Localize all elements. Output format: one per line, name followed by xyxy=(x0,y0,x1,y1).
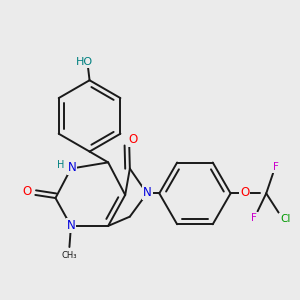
Text: O: O xyxy=(22,185,31,198)
Text: N: N xyxy=(143,186,152,199)
Text: CH₃: CH₃ xyxy=(62,251,77,260)
Text: O: O xyxy=(128,133,138,146)
Text: Cl: Cl xyxy=(280,214,291,224)
Text: HO: HO xyxy=(76,57,94,67)
Text: F: F xyxy=(251,213,257,223)
Text: F: F xyxy=(273,162,279,172)
Text: N: N xyxy=(67,219,75,232)
Text: O: O xyxy=(240,186,250,199)
Text: H: H xyxy=(57,160,65,170)
Text: N: N xyxy=(68,161,76,174)
